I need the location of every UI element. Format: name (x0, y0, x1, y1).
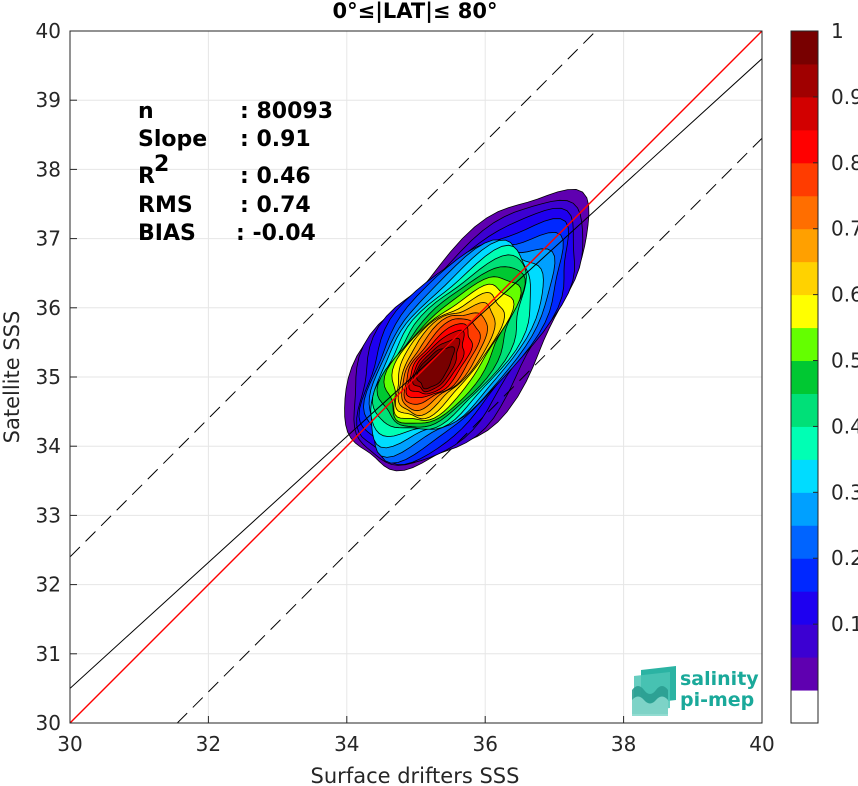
x-tick-label: 32 (196, 732, 221, 756)
y-tick-label: 38 (36, 157, 61, 181)
x-tick-label: 34 (334, 732, 359, 756)
y-tick-label: 36 (36, 296, 61, 320)
upper-bound-dashed-line (70, 31, 597, 558)
y-tick-label: 39 (36, 88, 61, 112)
stat-label: RMS (138, 193, 193, 218)
colorbar-tick-label: 0.6 (831, 283, 858, 307)
colorbar-tick-label: 0.7 (831, 217, 858, 241)
colorbar-segment (791, 591, 818, 625)
stat-label: n (138, 99, 154, 124)
colorbar-segment (791, 360, 818, 394)
colorbar-segment (791, 294, 818, 329)
reference-lines (70, 31, 762, 723)
x-tick-label: 30 (57, 732, 82, 756)
colorbar-segment (791, 624, 818, 658)
colorbar-tick-label: 0.8 (831, 151, 858, 175)
stat-label: BIAS (138, 221, 196, 246)
y-tick-label: 34 (36, 434, 61, 458)
colorbar-segment (791, 195, 818, 230)
y-axis-ticks: 30 31 32 33 34 35 36 37 38 39 40 (36, 19, 77, 735)
colorbar-tick-label: 0.5 (831, 349, 858, 373)
colorbar-segment (791, 162, 818, 197)
identity-line (70, 31, 762, 723)
y-tick-label: 37 (36, 227, 61, 251)
stat-value: : 0.91 (240, 127, 311, 152)
logo-text-line1: salinity (680, 668, 759, 690)
stat-value: : 0.46 (240, 164, 311, 189)
colorbar (790, 30, 819, 724)
x-axis-ticks: 30 32 34 36 38 40 (57, 716, 775, 756)
colorbar-ticks: 0.1 0.2 0.3 0.4 0.5 0.6 0.7 0.8 0.9 1 (813, 19, 858, 636)
colorbar-frame (790, 30, 819, 724)
colorbar-tick-label: 0.9 (831, 85, 858, 109)
colorbar-segment (791, 96, 818, 131)
colorbar-segment (791, 261, 818, 296)
colorbar-segment (791, 492, 818, 526)
colorbar-segment (791, 327, 818, 362)
colorbar-segment (791, 129, 818, 164)
colorbar-tick-label: 0.3 (831, 480, 858, 504)
stat-value: : 0.74 (240, 193, 311, 218)
chart-title: 0°≤|LAT|≤ 80° (332, 0, 497, 24)
colorbar-segment (791, 657, 818, 691)
colorbar-segment (791, 690, 818, 724)
y-tick-label: 31 (36, 642, 61, 666)
x-tick-label: 38 (611, 732, 636, 756)
stat-value: : -0.04 (236, 221, 316, 246)
regression-line (70, 58, 762, 689)
colorbar-segment (791, 63, 818, 98)
colorbar-segment (791, 459, 818, 493)
logo: salinity pi-mep (632, 666, 759, 716)
x-tick-label: 40 (749, 732, 774, 756)
stat-superscript: 2 (154, 152, 169, 177)
lower-bound-dashed-line (176, 137, 762, 723)
colorbar-tick-label: 1 (831, 19, 844, 43)
x-tick-label: 36 (472, 732, 497, 756)
colorbar-segment (791, 525, 818, 559)
colorbar-segment (791, 31, 818, 65)
statistics-box: n : 80093 Slope : 0.91 R 2 : 0.46 RMS : 0.74 BIAS… (138, 99, 333, 246)
colorbar-segment (791, 558, 818, 592)
y-tick-label: 30 (36, 711, 61, 735)
stat-value: : 80093 (240, 99, 333, 124)
stat-label: R (138, 164, 155, 189)
colorbar-tick-label: 0.4 (831, 414, 858, 438)
stat-label: Slope (138, 127, 207, 152)
wave-logo-icon (632, 666, 676, 716)
colorbar-segment (791, 228, 818, 263)
colorbar-segment (791, 393, 818, 427)
contour-level (416, 346, 455, 390)
y-tick-label: 40 (36, 19, 61, 43)
logo-text-line2: pi-mep (680, 689, 754, 711)
y-tick-label: 33 (36, 503, 61, 527)
y-tick-label: 32 (36, 573, 61, 597)
x-axis-label: Surface drifters SSS (311, 764, 520, 786)
y-axis-label: Satellite SSS (0, 311, 24, 444)
y-tick-label: 35 (36, 365, 61, 389)
colorbar-tick-label: 0.2 (831, 546, 858, 570)
colorbar-segment (791, 426, 818, 460)
colorbar-tick-label: 0.1 (831, 612, 858, 636)
